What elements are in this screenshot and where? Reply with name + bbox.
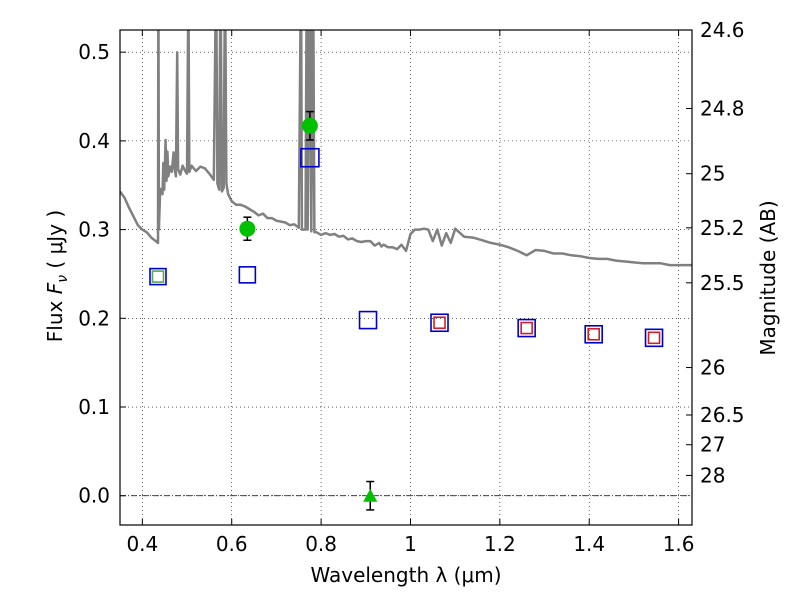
- y-tick-label: 0.4: [78, 129, 110, 153]
- model-photometry-marker: [520, 321, 533, 335]
- x-tick-label: 0.4: [126, 532, 158, 556]
- observed-upper-limit-point: [363, 488, 378, 502]
- model-photometry-marker: [151, 270, 165, 283]
- y-tick-labels: 0.0 0.1 0.2 0.3 0.4 0.5: [78, 40, 110, 508]
- plot-frame: [119, 29, 693, 526]
- magnitude-tick-label: 28: [700, 463, 725, 487]
- magnitude-tick-label: 26: [700, 356, 725, 380]
- model-photometry-marker: [149, 267, 167, 286]
- magnitude-tick-label: 25: [700, 162, 725, 186]
- y-axis-title: Flux Fν ( μJy ): [43, 210, 71, 342]
- model-photometry-marker: [647, 331, 661, 345]
- right-axis-title: Magnitude (AB): [756, 200, 780, 355]
- x-tick-label: 1.2: [484, 532, 516, 556]
- x-tick-label: 0.8: [305, 532, 337, 556]
- magnitude-tick-label: 25.5: [700, 271, 745, 295]
- observed-flux-point: [301, 117, 318, 134]
- tick-marks: [120, 29, 692, 525]
- model-photometry-marker: [517, 318, 536, 338]
- x-tick-label: 1.4: [573, 532, 605, 556]
- y-tick-label: 0.1: [78, 395, 110, 419]
- model-photometry-marker: [584, 324, 603, 344]
- model-photometry-marker: [644, 328, 664, 348]
- model-sed-line: [120, 30, 692, 267]
- x-axis-title: Wavelength λ (μm): [310, 563, 501, 587]
- model-photometry-marker: [587, 327, 600, 341]
- model-photometry-marker: [430, 313, 449, 333]
- x-tick-label: 1.6: [663, 532, 695, 556]
- y-tick-label: 0.0: [78, 484, 110, 508]
- magnitude-tick-label: 27: [700, 433, 725, 457]
- x-tick-label: 1: [404, 532, 417, 556]
- y-tick-label: 0.2: [78, 306, 110, 330]
- observed-flux-point: [239, 220, 256, 237]
- grid-lines: [120, 30, 692, 525]
- y-tick-label: 0.3: [78, 218, 110, 242]
- magnitude-tick-label: 26.5: [700, 403, 745, 427]
- magnitude-tick-label: 25.2: [700, 216, 745, 240]
- model-photometry-marker: [433, 316, 446, 330]
- model-photometry-marker: [238, 266, 257, 284]
- magnitude-tick-labels: 24.6 24.8 25 25.2 25.5 26 26.5 27 28: [700, 18, 745, 487]
- model-photometry-marker: [358, 310, 378, 330]
- x-tick-labels: 0.4 0.6 0.8 1 1.2 1.4 1.6: [126, 532, 694, 556]
- x-tick-label: 0.6: [216, 532, 248, 556]
- magnitude-tick-label: 24.6: [700, 18, 745, 42]
- y-tick-label: 0.5: [78, 40, 110, 64]
- model-photometry-marker: [300, 147, 320, 168]
- magnitude-tick-label: 24.8: [700, 97, 745, 121]
- plot-area: [120, 30, 692, 511]
